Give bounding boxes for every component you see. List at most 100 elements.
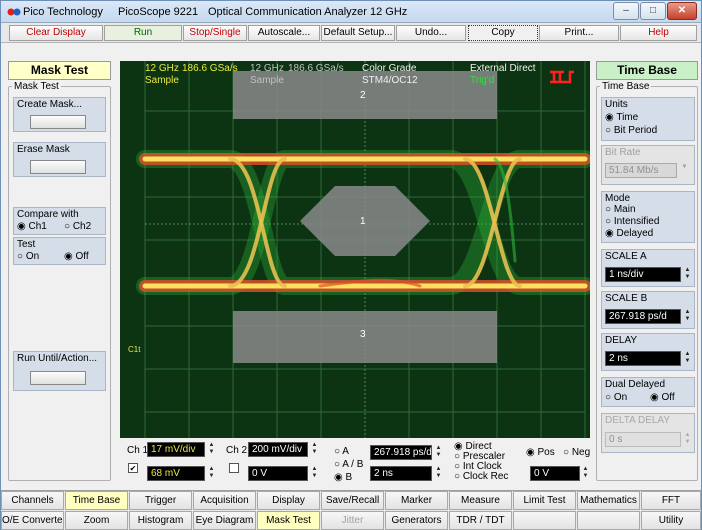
- copy-button[interactable]: Copy: [468, 25, 538, 41]
- delay-panel-spinner[interactable]: ▲ ▼: [684, 351, 691, 364]
- scale-b-field[interactable]: 267.918 ps/d: [605, 309, 681, 324]
- units-section: Units ◉ Time ○ Bit Period: [601, 97, 695, 141]
- channel-controls: Ch 1 17 mV/div ▲ ▼ Ch 2 200 mV/div ▲ ▼ ✔ 6…: [120, 438, 590, 486]
- timebase-scale-field[interactable]: 267.918 ps/d: [370, 445, 432, 460]
- tab-acquisition[interactable]: Acquisition: [193, 491, 256, 510]
- mode-main-radio[interactable]: ○ Main: [605, 204, 636, 215]
- ch1-scale-field[interactable]: 17 mV/div: [147, 442, 205, 457]
- help-button[interactable]: Help: [620, 25, 697, 41]
- timebase-ab-radio[interactable]: ○ A / B: [334, 459, 364, 470]
- units-bit-period-radio[interactable]: ○ Bit Period: [605, 125, 658, 136]
- ch2-enable-checkbox[interactable]: [229, 463, 239, 473]
- time-base-panel: Time Base Time Base Units ◉ Time ○ Bit P…: [596, 61, 698, 481]
- test-on-radio[interactable]: ○ On: [17, 251, 40, 262]
- trigger-level-spinner[interactable]: ▲ ▼: [582, 466, 589, 479]
- tab-empty-1[interactable]: [513, 511, 576, 530]
- units-time-radio[interactable]: ◉ Time: [605, 112, 639, 123]
- delta-delay-field[interactable]: 0 s: [605, 432, 681, 447]
- default-setup-button[interactable]: Default Setup...: [321, 25, 395, 41]
- create-mask-button[interactable]: [30, 115, 86, 129]
- tab-save-recall[interactable]: Save/Recall: [321, 491, 384, 510]
- dual-delayed-on-radio[interactable]: ○ On: [605, 392, 628, 403]
- dual-delayed-off-radio[interactable]: ◉ Off: [650, 392, 675, 403]
- tab-limit-test[interactable]: Limit Test: [513, 491, 576, 510]
- ch1-enable-checkbox[interactable]: ✔: [128, 463, 138, 473]
- tab-eye-diagram[interactable]: Eye Diagram: [193, 511, 256, 530]
- tab-marker[interactable]: Marker: [385, 491, 448, 510]
- scale-a-label: SCALE A: [605, 251, 647, 262]
- tab-channels[interactable]: Channels: [1, 491, 64, 510]
- tab-zoom[interactable]: Zoom: [65, 511, 128, 530]
- ch2-scale-spinner[interactable]: ▲ ▼: [311, 442, 318, 455]
- scale-a-spinner[interactable]: ▲ ▼: [684, 267, 691, 280]
- bit-rate-field[interactable]: 51.84 Mb/s: [605, 163, 677, 178]
- tab-generators[interactable]: Generators: [385, 511, 448, 530]
- ch1-label: Ch 1: [127, 445, 149, 456]
- delay-field[interactable]: 2 ns: [370, 466, 432, 481]
- mask-region-3: [233, 311, 497, 363]
- ch2-scale-field[interactable]: 200 mV/div: [248, 442, 308, 457]
- erase-mask-label: Erase Mask: [17, 144, 70, 155]
- tab-mask-test[interactable]: Mask Test: [257, 511, 320, 530]
- erase-mask-button[interactable]: [30, 160, 86, 174]
- mode-intensified-radio[interactable]: ○ Intensified: [605, 216, 660, 227]
- ch2-mode: Sample: [250, 75, 284, 86]
- scale-a-field[interactable]: 1 ns/div: [605, 267, 681, 282]
- test-off-radio[interactable]: ◉ Off: [64, 251, 89, 262]
- clear-display-button[interactable]: Clear Display: [9, 25, 103, 41]
- maximize-button[interactable]: □: [640, 2, 666, 20]
- tab-measure[interactable]: Measure: [449, 491, 512, 510]
- mode-delayed-radio[interactable]: ◉ Delayed: [605, 228, 654, 239]
- delta-delay-label: DELTA DELAY: [605, 415, 671, 426]
- compare-with-section: Compare with ◉ Ch1 ○ Ch2: [13, 207, 106, 235]
- ch1-offset-spinner[interactable]: ▲ ▼: [208, 466, 215, 479]
- dual-delayed-section: Dual Delayed ○ On ◉ Off: [601, 377, 695, 407]
- delay-label: DELAY: [605, 335, 638, 346]
- scale-b-spinner[interactable]: ▲ ▼: [684, 309, 691, 322]
- tab-empty-2[interactable]: [577, 511, 640, 530]
- print-button[interactable]: Print...: [539, 25, 619, 41]
- delay-panel-field[interactable]: 2 ns: [605, 351, 681, 366]
- minimize-button[interactable]: –: [613, 2, 639, 20]
- timebase-scale-spinner[interactable]: ▲ ▼: [435, 445, 442, 458]
- tab-mathematics[interactable]: Mathematics: [577, 491, 640, 510]
- scope-display[interactable]: 12 GHz 186.6 GSa/s Sample 12 GHz 186.6 G…: [120, 61, 590, 438]
- tab-time-base[interactable]: Time Base: [65, 491, 128, 510]
- ch2-offset-spinner[interactable]: ▲ ▼: [311, 466, 318, 479]
- tab-utility[interactable]: Utility: [641, 511, 701, 530]
- delay-spinner[interactable]: ▲ ▼: [435, 466, 442, 479]
- timebase-a-radio[interactable]: ○ A: [334, 446, 349, 457]
- compare-with-label: Compare with: [17, 209, 79, 220]
- tab-tdr-tdt[interactable]: TDR / TDT: [449, 511, 512, 530]
- run-until-button[interactable]: [30, 371, 86, 385]
- bit-rate-dropdown-icon[interactable]: ▼: [681, 164, 688, 170]
- function-tabs: Channels Time Base Trigger Acquisition D…: [1, 490, 701, 530]
- tab-fft[interactable]: FFT: [641, 491, 701, 510]
- trig-direct-radio[interactable]: ◉ Direct: [454, 441, 492, 452]
- compare-ch2-radio[interactable]: ○ Ch2: [64, 221, 92, 232]
- trig-int-clock-radio[interactable]: ○ Int Clock: [454, 461, 502, 472]
- ch2-sample-rate: 186.6 GSa/s: [288, 63, 344, 74]
- trig-clock-rec-radio[interactable]: ○ Clock Rec: [454, 471, 509, 482]
- close-button[interactable]: ✕: [667, 2, 697, 20]
- tab-oe-converter[interactable]: O/E Converter: [1, 511, 64, 530]
- ch2-offset-field[interactable]: 0 V: [248, 466, 308, 481]
- stop-single-button[interactable]: Stop/Single: [183, 25, 247, 41]
- timebase-b-radio[interactable]: ◉ B: [334, 472, 353, 483]
- delta-delay-spinner[interactable]: ▲ ▼: [684, 432, 691, 445]
- ch1-offset-field[interactable]: 68 mV: [147, 466, 205, 481]
- undo-button[interactable]: Undo...: [396, 25, 466, 41]
- tab-display[interactable]: Display: [257, 491, 320, 510]
- slope-neg-radio[interactable]: ○ Neg: [563, 447, 591, 458]
- tab-trigger[interactable]: Trigger: [129, 491, 192, 510]
- tab-jitter[interactable]: Jitter: [321, 511, 384, 530]
- trig-prescaler-radio[interactable]: ○ Prescaler: [454, 451, 506, 462]
- trigger-level-field[interactable]: 0 V: [530, 466, 580, 481]
- ch1-scale-spinner[interactable]: ▲ ▼: [208, 442, 215, 455]
- tab-histogram[interactable]: Histogram: [129, 511, 192, 530]
- mode-label: Mode: [605, 193, 631, 204]
- autoscale-button[interactable]: Autoscale...: [248, 25, 320, 41]
- slope-pos-radio[interactable]: ◉ Pos: [526, 447, 555, 458]
- run-button[interactable]: Run: [104, 25, 182, 41]
- compare-ch1-radio[interactable]: ◉ Ch1: [17, 221, 47, 232]
